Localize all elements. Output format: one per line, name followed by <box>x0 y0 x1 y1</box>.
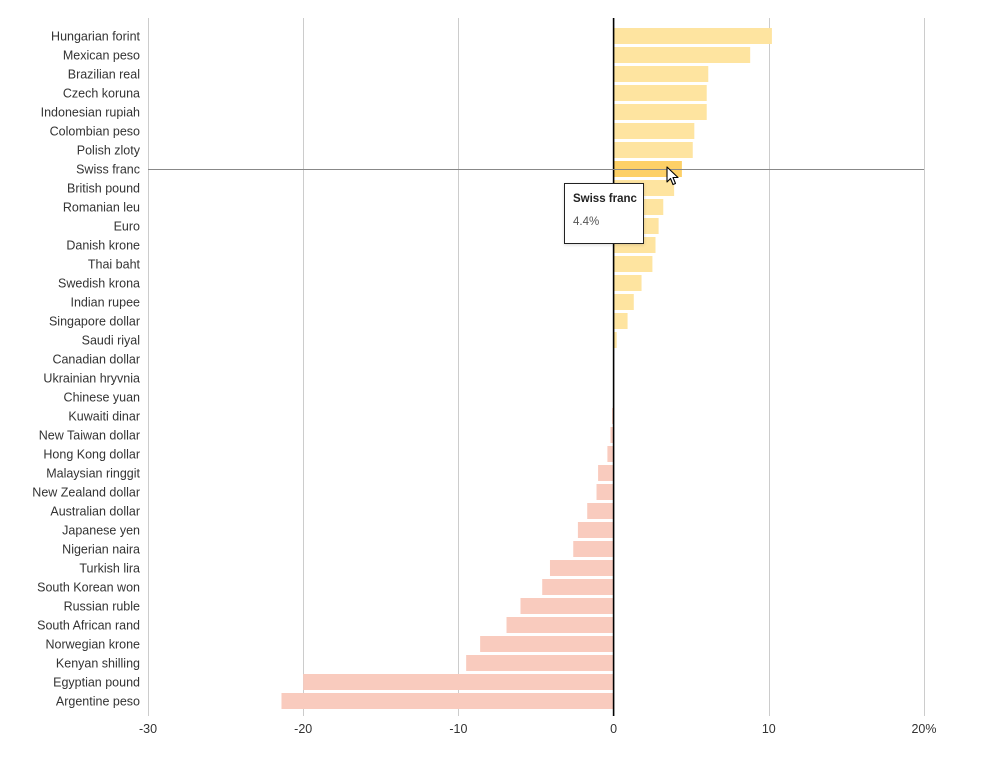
x-tick-label: 20% <box>911 722 936 736</box>
category-label: Kenyan shilling <box>56 657 140 671</box>
bars[interactable] <box>281 28 772 709</box>
category-label: Colombian peso <box>50 125 140 139</box>
category-label: Indian rupee <box>70 296 140 310</box>
bar[interactable] <box>613 256 653 272</box>
bar[interactable] <box>506 617 614 633</box>
category-label: South African rand <box>37 619 140 633</box>
bar[interactable] <box>613 294 634 310</box>
category-label: Egyptian pound <box>53 676 140 690</box>
grid-lines <box>148 18 925 716</box>
tooltip-title: Swiss franc <box>573 193 637 205</box>
category-label: Saudi riyal <box>82 334 140 348</box>
bar[interactable] <box>613 123 695 139</box>
category-label: Danish krone <box>66 239 140 253</box>
bar[interactable] <box>281 693 614 709</box>
category-label: Malaysian ringgit <box>46 467 140 481</box>
category-labels: Hungarian forint Mexican peso Brazilian re… <box>32 30 140 709</box>
category-label: Polish zloty <box>77 144 141 158</box>
category-label: Chinese yuan <box>64 391 140 405</box>
bar[interactable] <box>596 484 614 500</box>
x-tick-label: -10 <box>449 722 467 736</box>
category-label: Swiss franc <box>76 163 140 177</box>
bar[interactable] <box>613 85 707 101</box>
x-axis: -30 -20 -10 0 10 20% <box>139 18 937 736</box>
category-label: Swedish krona <box>58 277 140 291</box>
category-label: Japanese yen <box>62 524 140 538</box>
mouse-pointer-icon <box>666 166 679 186</box>
category-label: Hong Kong dollar <box>43 448 140 462</box>
bar[interactable] <box>613 28 772 44</box>
category-label: South Korean won <box>37 581 140 595</box>
bar[interactable] <box>613 275 642 291</box>
category-label: New Taiwan dollar <box>39 429 140 443</box>
bar[interactable] <box>607 446 614 462</box>
category-label: Indonesian rupiah <box>41 106 140 120</box>
bar[interactable] <box>610 427 614 443</box>
x-tick-label: -20 <box>294 722 312 736</box>
category-label: Argentine peso <box>56 695 140 709</box>
tooltip: Swiss franc 4.4% <box>564 183 644 244</box>
category-label: Turkish lira <box>79 562 140 576</box>
category-label: Mexican peso <box>63 49 140 63</box>
bar[interactable] <box>573 541 614 557</box>
tooltip-value: 4.4% <box>573 216 600 228</box>
category-label: Singapore dollar <box>49 315 140 329</box>
category-label: Kuwaiti dinar <box>68 410 140 424</box>
bar[interactable] <box>613 47 751 63</box>
x-tick-label: 0 <box>610 722 617 736</box>
bar[interactable] <box>480 636 614 652</box>
category-label: Australian dollar <box>50 505 140 519</box>
bar[interactable] <box>613 332 617 348</box>
bar[interactable] <box>303 674 614 690</box>
category-label: Canadian dollar <box>52 353 140 367</box>
category-label: Euro <box>114 220 140 234</box>
category-label: Norwegian krone <box>46 638 141 652</box>
bar[interactable] <box>613 66 709 82</box>
x-tick-label: -30 <box>139 722 157 736</box>
bar[interactable] <box>542 579 614 595</box>
bar[interactable] <box>466 655 614 671</box>
category-label: Czech koruna <box>63 87 140 101</box>
bar[interactable] <box>520 598 614 614</box>
category-label: Hungarian forint <box>51 30 140 44</box>
category-label: New Zealand dollar <box>32 486 140 500</box>
bar[interactable] <box>587 503 614 519</box>
category-label: Brazilian real <box>68 68 140 82</box>
category-label: Ukrainian hryvnia <box>43 372 140 386</box>
category-label: Romanian leu <box>63 201 140 215</box>
bar[interactable] <box>613 313 628 329</box>
category-label: British pound <box>67 182 140 196</box>
bar[interactable] <box>613 104 707 120</box>
x-tick-label: 10 <box>762 722 776 736</box>
category-label: Thai baht <box>88 258 141 272</box>
bar[interactable] <box>577 522 614 538</box>
bar[interactable] <box>613 142 693 158</box>
category-label: Russian ruble <box>64 600 140 614</box>
category-label: Nigerian naira <box>62 543 140 557</box>
bar[interactable] <box>549 560 614 576</box>
bar[interactable] <box>598 465 614 481</box>
